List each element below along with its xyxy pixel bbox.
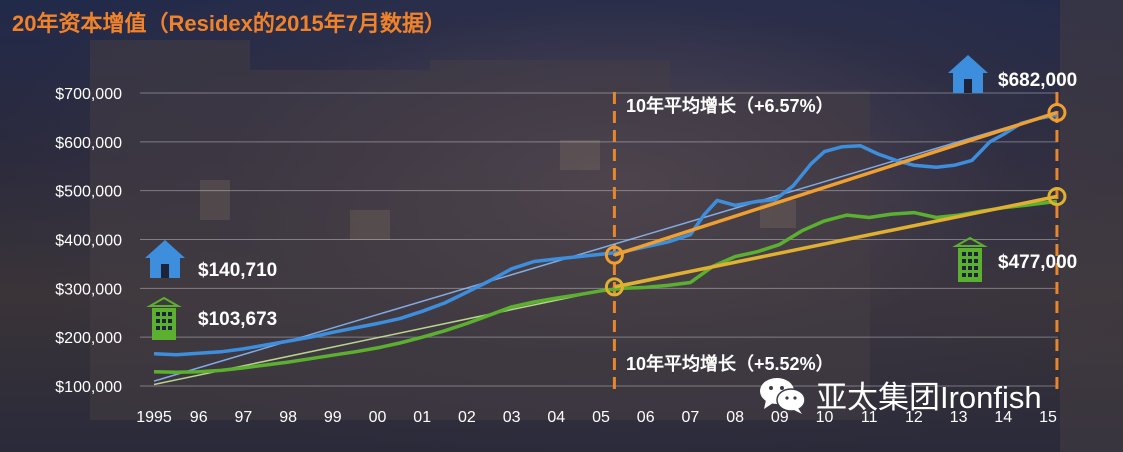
y-tick-label: $100,000 [55,379,122,396]
background-window [200,180,230,220]
trend-markers [604,103,1067,297]
house-growth-annotation: 10年平均增长（+6.57%） [626,95,834,116]
y-axis: $100,000 $200,000 $300,000 $400,000 $500,000… [55,86,122,396]
x-tick-label: 1995 [136,409,172,426]
grid [140,92,1058,387]
house-start-value: $140,710 [198,260,277,281]
background-window [560,140,600,170]
x-axis: 1995 96 97 98 99 00 01 02 03 04 05 06 07 08 09 10 11 12 13… [136,409,1057,426]
house-icon [948,55,988,93]
long-trendline-house_20yr [153,111,1058,382]
watermark: 亚太集团Ironfish [758,372,1042,417]
x-tick-label: 06 [637,409,655,426]
x-tick-label: 11 [861,409,878,426]
x-tick-label: 13 [950,409,968,426]
y-tick-label: $500,000 [55,184,122,201]
trend-marker [604,277,624,297]
x-tick-label: 96 [190,409,208,426]
y-tick-label: $600,000 [55,135,122,152]
x-tick-label: 05 [592,409,610,426]
series-line-unit [153,199,1058,375]
unit-growth-annotation: 10年平均增长（+5.52%） [626,353,834,374]
background-building [1060,0,1123,452]
x-tick-label: 01 [413,409,431,426]
y-tick-label: $200,000 [55,330,122,347]
trend-marker [1047,187,1067,207]
x-tick-label: 15 [1039,409,1057,426]
wechat-icon [760,377,806,414]
x-tick-label: 00 [369,409,387,426]
watermark-text: 亚太集团Ironfish [816,380,1042,415]
x-tick-label: 04 [547,409,565,426]
x-tick-label: 12 [905,409,923,426]
x-tick-label: 14 [994,409,1012,426]
house-end-value: $682,000 [998,70,1077,91]
x-tick-label: 97 [235,409,253,426]
trendline-house_10yr [613,110,1058,257]
x-tick-label: 98 [279,409,297,426]
y-tick-label: $400,000 [55,233,122,250]
trend-marker [1047,103,1067,123]
house-icon [145,240,185,278]
x-tick-label: 99 [324,409,342,426]
apartment-icon [146,296,182,340]
long-trendlines [153,111,1058,386]
unit-start-value: $103,673 [198,309,277,330]
chart-title: 20年资本增值（Residex的2015年7月数据） [12,11,447,36]
series-lines [153,113,1058,375]
trend-marker [604,245,624,265]
x-tick-label: 03 [503,409,521,426]
apartment-icon [952,236,988,282]
series-line-house [153,113,1058,357]
background-building [90,40,250,420]
x-tick-label: 07 [682,409,700,426]
background-window [350,210,390,240]
y-tick-label: $700,000 [55,86,122,103]
x-tick-label: 08 [726,409,744,426]
unit-end-value: $477,000 [998,252,1077,273]
y-tick-label: $300,000 [55,281,122,298]
trendlines [613,110,1058,289]
dividers [612,92,1059,392]
x-tick-label: 09 [771,409,789,426]
trendline-unit_10yr [614,194,1058,289]
x-tick-label: 02 [458,409,476,426]
x-tick-label: 10 [816,409,834,426]
